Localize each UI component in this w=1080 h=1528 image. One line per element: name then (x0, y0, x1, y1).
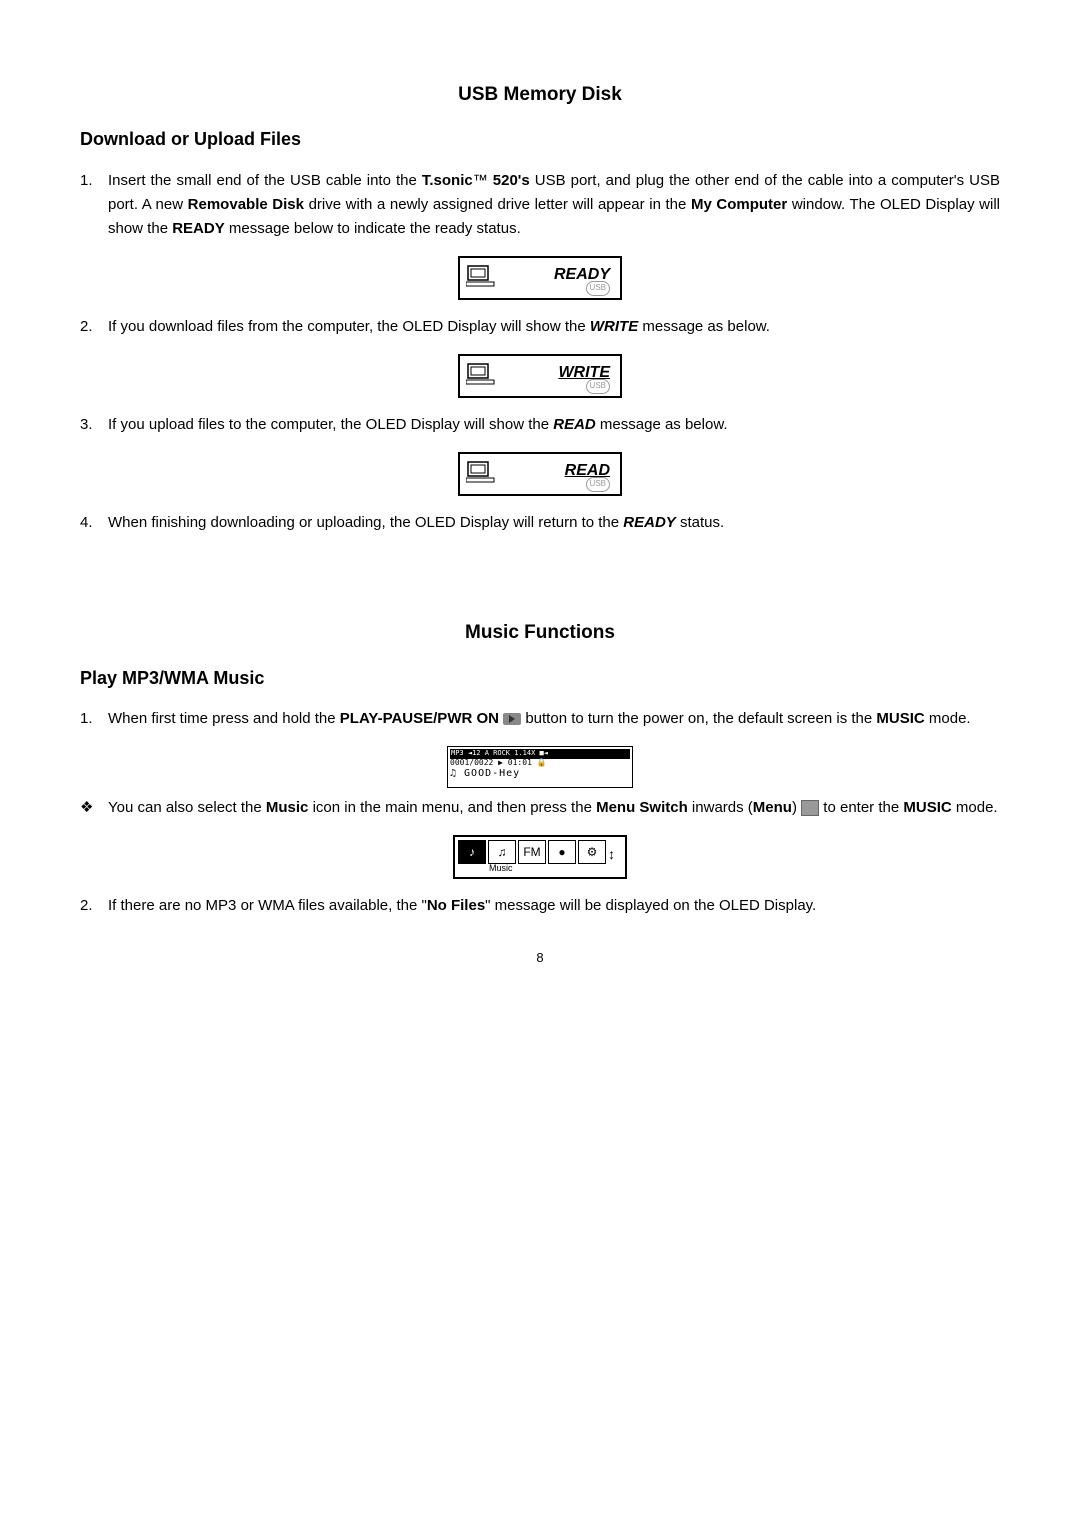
list-number: 4. (80, 511, 108, 535)
list-content: When finishing downloading or uploading,… (108, 511, 1000, 535)
oled-ready-display: READY USB (458, 256, 622, 300)
bold-text: Menu Switch (596, 799, 688, 816)
bold-text: Removable Disk (188, 196, 304, 213)
text: You can also select the (108, 799, 266, 816)
list-content: When first time press and hold the PLAY-… (108, 707, 1000, 731)
bold-text: READY (172, 220, 225, 237)
text: to enter the (819, 799, 903, 816)
computer-icon (466, 264, 496, 288)
text: message below to indicate the ready stat… (225, 220, 521, 237)
bold-text: No Files (427, 897, 485, 914)
display-line-2: 0001/0022 ▶ 01:01 🔒 (450, 759, 630, 768)
bold-text: T.sonic (422, 172, 473, 189)
list-content: If you upload files to the computer, the… (108, 413, 1000, 437)
subsection-play-music: Play MP3/WMA Music (80, 664, 1000, 693)
menu-label: Music (489, 861, 513, 875)
list-number: 2. (80, 315, 108, 339)
page-number: 8 (80, 948, 1000, 969)
bold-text: 520's (488, 172, 530, 189)
menu-arrow-icon: ↕ (608, 840, 615, 865)
menu-icon-3: ● (548, 840, 576, 864)
bold-text: PLAY-PAUSE/PWR ON (340, 710, 499, 727)
list-number: 1. (80, 707, 108, 731)
list-item-1: 1. Insert the small end of the USB cable… (80, 169, 1000, 241)
bold-text: My Computer (691, 196, 787, 213)
text: inwards ( (688, 799, 753, 816)
trademark: ™ (473, 172, 488, 189)
music-list-item-1: 1. When first time press and hold the PL… (80, 707, 1000, 731)
text: message as below. (596, 416, 728, 433)
bullet-symbol: ❖ (80, 796, 108, 820)
menu-icon-settings: ⚙ (578, 840, 606, 864)
text: If there are no MP3 or WMA files availab… (108, 897, 427, 914)
subsection-download-upload: Download or Upload Files (80, 125, 1000, 154)
text: mode. (925, 710, 971, 727)
bold-italic-text: READY (623, 514, 676, 531)
text: When finishing downloading or uploading,… (108, 514, 623, 531)
bold-italic-text: WRITE (590, 318, 638, 335)
bold-text: Menu (753, 799, 792, 816)
oled-write-display: WRITE USB (458, 354, 622, 398)
text: icon in the main menu, and then press th… (308, 799, 596, 816)
bold-text: Music (266, 799, 309, 816)
text: If you upload files to the computer, the… (108, 416, 553, 433)
usb-label: USB (586, 281, 610, 296)
play-button-icon (503, 713, 521, 725)
music-mode-display: MP3 ◄12 A ROCK 1.14X ■◄ 0001/0022 ▶ 01:0… (447, 746, 633, 788)
usb-label: USB (586, 477, 610, 492)
music-list-item-2: 2. If there are no MP3 or WMA files avai… (80, 894, 1000, 918)
text: When first time press and hold the (108, 710, 340, 727)
display-line-3: ♫ GOOD-Hey (450, 768, 630, 779)
text: status. (676, 514, 724, 531)
text: drive with a newly assigned drive letter… (304, 196, 691, 213)
list-item-3: 3. If you upload files to the computer, … (80, 413, 1000, 437)
list-number: 3. (80, 413, 108, 437)
menu-icons-row: ♪ ♫ FM ● ⚙ ↕ (455, 837, 625, 868)
text: message as below. (638, 318, 770, 335)
list-content: Insert the small end of the USB cable in… (108, 169, 1000, 241)
section-title-music: Music Functions (80, 618, 1000, 648)
text: mode. (952, 799, 998, 816)
list-item-4: 4. When finishing downloading or uploadi… (80, 511, 1000, 535)
list-item-2: 2. If you download files from the comput… (80, 315, 1000, 339)
usb-label: USB (586, 379, 610, 394)
list-number: 1. (80, 169, 108, 241)
text: button to turn the power on, the default… (525, 710, 876, 727)
section-title-usb: USB Memory Disk (80, 80, 1000, 110)
text: If you download files from the computer,… (108, 318, 590, 335)
text: " message will be displayed on the OLED … (485, 897, 816, 914)
computer-icon (466, 460, 496, 484)
list-content: If there are no MP3 or WMA files availab… (108, 894, 1000, 918)
oled-read-display: READ USB (458, 452, 622, 496)
bold-text: MUSIC (903, 799, 951, 816)
bold-text: MUSIC (876, 710, 924, 727)
menu-icon-fm: FM (518, 840, 546, 864)
bullet-item: ❖ You can also select the Music icon in … (80, 796, 1000, 820)
bold-italic-text: READ (553, 416, 596, 433)
list-content: You can also select the Music icon in th… (108, 796, 1000, 820)
list-content: If you download files from the computer,… (108, 315, 1000, 339)
menu-switch-icon (801, 800, 819, 816)
list-number: 2. (80, 894, 108, 918)
text: Insert the small end of the USB cable in… (108, 172, 422, 189)
computer-icon (466, 362, 496, 386)
text: ) (792, 799, 801, 816)
menu-icon-music-active: ♪ (458, 840, 486, 864)
main-menu-display: ♪ ♫ FM ● ⚙ ↕ Music (453, 835, 627, 879)
